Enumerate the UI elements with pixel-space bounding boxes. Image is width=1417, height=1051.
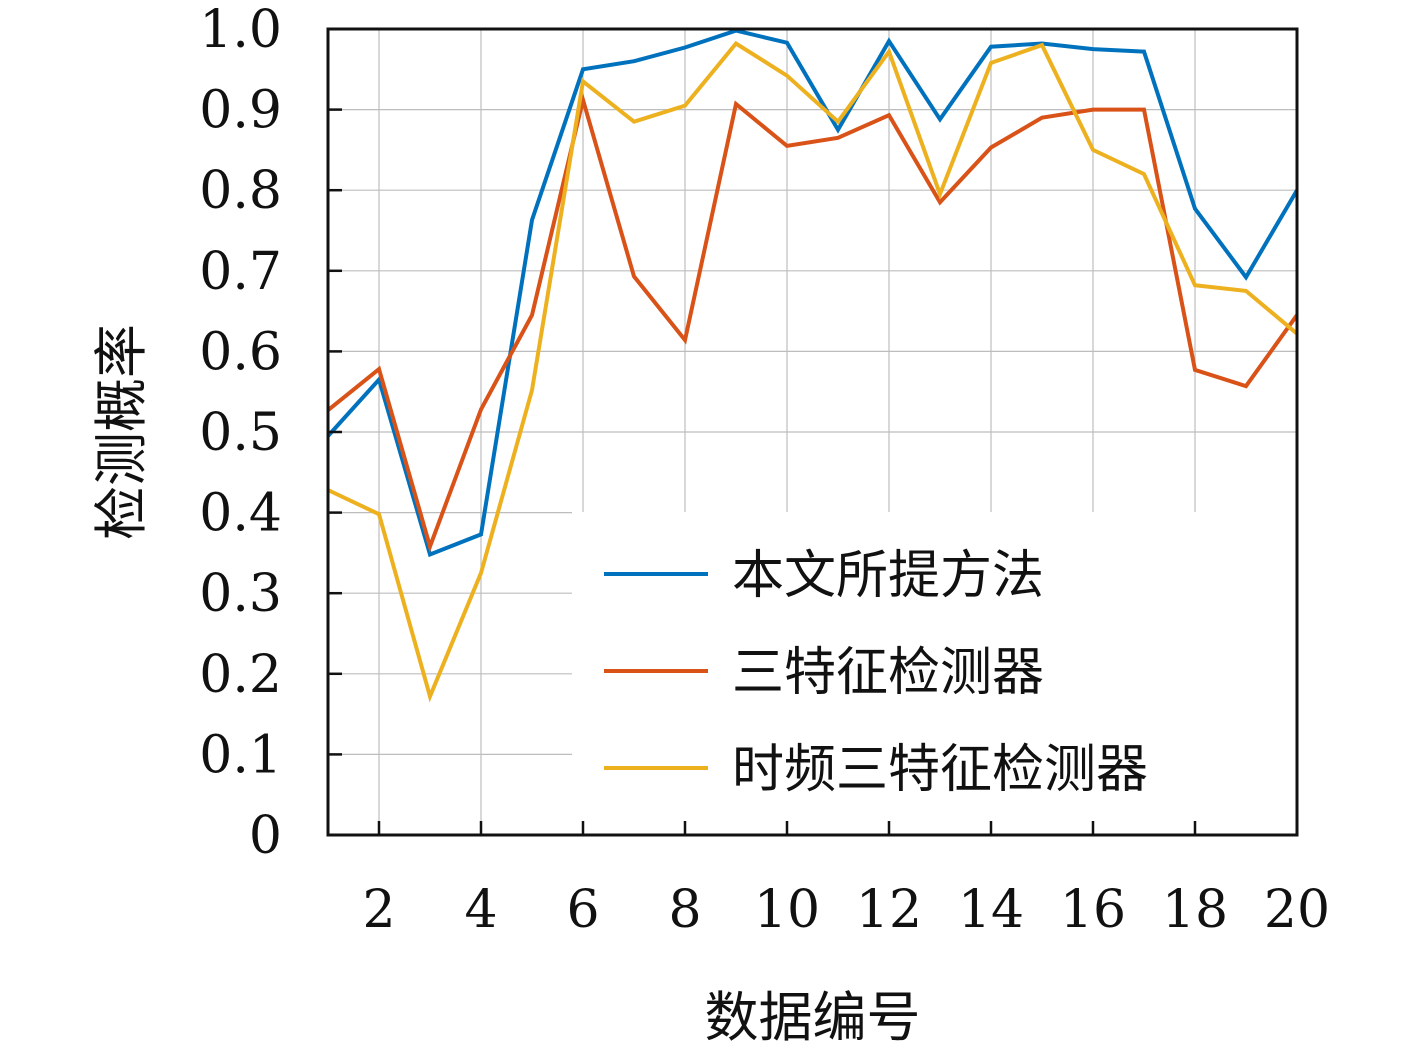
legend-label: 时频三特征检测器: [732, 740, 1148, 800]
x-tick-label: 20: [1264, 880, 1330, 940]
y-tick-labels: 0 0.1 0.2 0.3 0.4 0.5 0.6 0.7 0.8 0.9 1.0: [199, 0, 282, 866]
x-tick-label: 6: [566, 880, 599, 940]
x-tick-label: 4: [464, 880, 497, 940]
y-tick-label: 0.5: [199, 403, 282, 463]
y-axis-label: 检测概率: [90, 324, 153, 540]
x-tick-label: 14: [958, 880, 1024, 940]
series-line-3: [327, 40, 1299, 703]
legend-label: 本文所提方法: [732, 546, 1044, 606]
y-tick-label: 0.4: [199, 484, 282, 544]
y-tick-label: 0.1: [199, 725, 282, 785]
x-tick-label: 8: [668, 880, 701, 940]
tick-marks: [328, 27, 1299, 837]
legend-label: 三特征检测器: [732, 643, 1044, 703]
y-tick-label: 0.9: [199, 81, 282, 141]
y-tick-label: 0.8: [199, 161, 282, 221]
y-tick-label: 0.2: [199, 645, 282, 705]
x-tick-label: 12: [856, 880, 922, 940]
x-tick-labels: 2 4 6 8 10 12 14 16 18 20: [362, 880, 1330, 940]
x-tick-label: 2: [362, 880, 395, 940]
y-tick-label: 0.3: [199, 564, 282, 624]
series-layer: [326, 28, 1299, 703]
y-tick-label: 1.0: [199, 0, 282, 60]
y-tick-label: 0.6: [199, 322, 282, 382]
y-tick-label: 0: [249, 806, 282, 866]
x-axis-label: 数据编号: [705, 986, 921, 1049]
y-tick-label: 0.7: [199, 242, 282, 302]
x-tick-label: 10: [754, 880, 820, 940]
series-line-1: [326, 28, 1299, 558]
x-tick-label: 18: [1162, 880, 1228, 940]
legend-box: [572, 512, 1297, 835]
x-tick-label: 16: [1060, 880, 1126, 940]
series-line-2: [326, 92, 1299, 553]
